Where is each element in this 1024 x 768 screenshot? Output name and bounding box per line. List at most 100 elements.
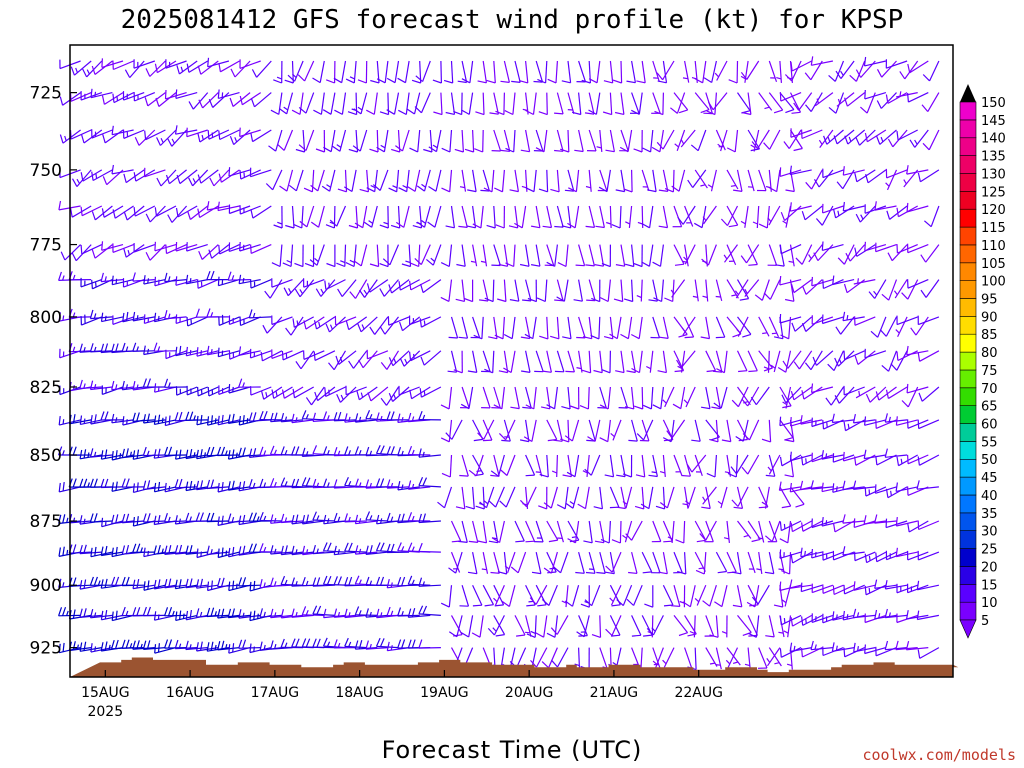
wind-barb [881,350,898,372]
wind-barb [761,486,770,509]
wind-barb [304,244,315,268]
wind-barb [609,316,622,340]
wind-barb [682,486,689,509]
wind-barb [822,168,844,179]
wind-barb [581,350,592,374]
wind-barb [321,169,336,192]
wind-barb [584,454,601,476]
wind-barb [348,350,368,369]
wind-barb [783,129,802,149]
wind-barb [585,244,595,267]
colorbar-swatch [959,601,977,621]
wind-barb [789,129,803,152]
wind-barb [123,169,145,184]
wind-barb [764,551,775,575]
wind-barb [531,551,542,575]
wind-barb [811,276,834,287]
wind-barb [634,386,644,410]
wind-barb [577,486,590,510]
wind-barb [363,205,378,228]
wind-barb [380,386,400,406]
wind-barb [285,205,295,229]
wind-barb [639,419,650,442]
wind-barb [282,244,294,268]
wind-barb [622,486,633,509]
wind-barb [467,169,477,193]
wind-barb [467,350,478,373]
colorbar-label: 5 [981,614,989,629]
wind-barb [779,92,802,102]
wind-barb [590,316,601,340]
wind-barb [525,520,536,543]
wind-barb [630,92,640,114]
wind-barb [868,279,887,299]
wind-barb [636,279,643,302]
wind-barb [811,383,834,394]
wind-barb [732,552,742,575]
wind-barb [740,205,749,228]
wind-barb [239,127,261,138]
wind-barb [165,59,187,69]
wind-barb [843,385,865,396]
wind-barb [295,129,306,153]
wind-barb [659,316,669,339]
wind-barb [884,580,908,590]
wind-barb [520,129,531,153]
wind-barb [538,486,548,510]
wind-barb [333,545,357,556]
wind-barb [575,551,585,574]
wind-barb [218,129,240,141]
wind-barb [554,205,564,228]
wind-barb [673,244,685,266]
wind-barb [474,129,484,153]
wind-barb [445,419,463,440]
wind-barb [564,169,575,192]
wind-barb [407,169,421,192]
wind-barb [488,486,505,508]
wind-barb [488,520,499,544]
wind-barb [521,350,531,373]
wind-barb [646,350,654,373]
wind-barb [550,615,569,635]
wind-barb [671,169,686,192]
wind-barb [489,92,499,115]
wind-barb [789,579,812,589]
wind-barb [922,129,940,151]
wind-barb [481,350,491,373]
wind-barb [611,205,622,229]
wind-barb [631,316,643,340]
wind-barb [821,450,844,460]
wind-barb [818,129,834,148]
wind-barb [691,419,701,442]
wind-barb [895,416,918,426]
wind-barb [448,551,463,574]
wind-barb [662,647,675,668]
wind-barb [132,342,155,352]
wind-barb [445,205,455,229]
wind-barb [713,386,728,409]
x-tick-label: 22AUG [674,685,723,701]
wind-barb [681,316,696,336]
colorbar-swatch [959,155,977,174]
wind-barb [323,129,336,153]
wind-barb [585,551,596,574]
wind-barb [112,205,134,219]
wind-barb [397,60,410,84]
wind-barb [418,542,441,553]
wind-barb [720,205,739,227]
wind-barb [767,454,781,475]
wind-barb [801,205,823,221]
colorbar-label: 40 [981,489,998,504]
wind-barb [268,129,283,152]
wind-barb [441,129,453,153]
wind-barb [145,205,166,223]
wind-barb [450,520,462,543]
wind-barb [440,419,453,443]
wind-barb [239,205,261,215]
wind-barb [736,316,749,337]
wind-barb [458,520,468,543]
wind-barb [917,350,940,362]
wind-barb [628,419,638,442]
wind-barb [641,205,654,229]
wind-barb [793,92,813,111]
